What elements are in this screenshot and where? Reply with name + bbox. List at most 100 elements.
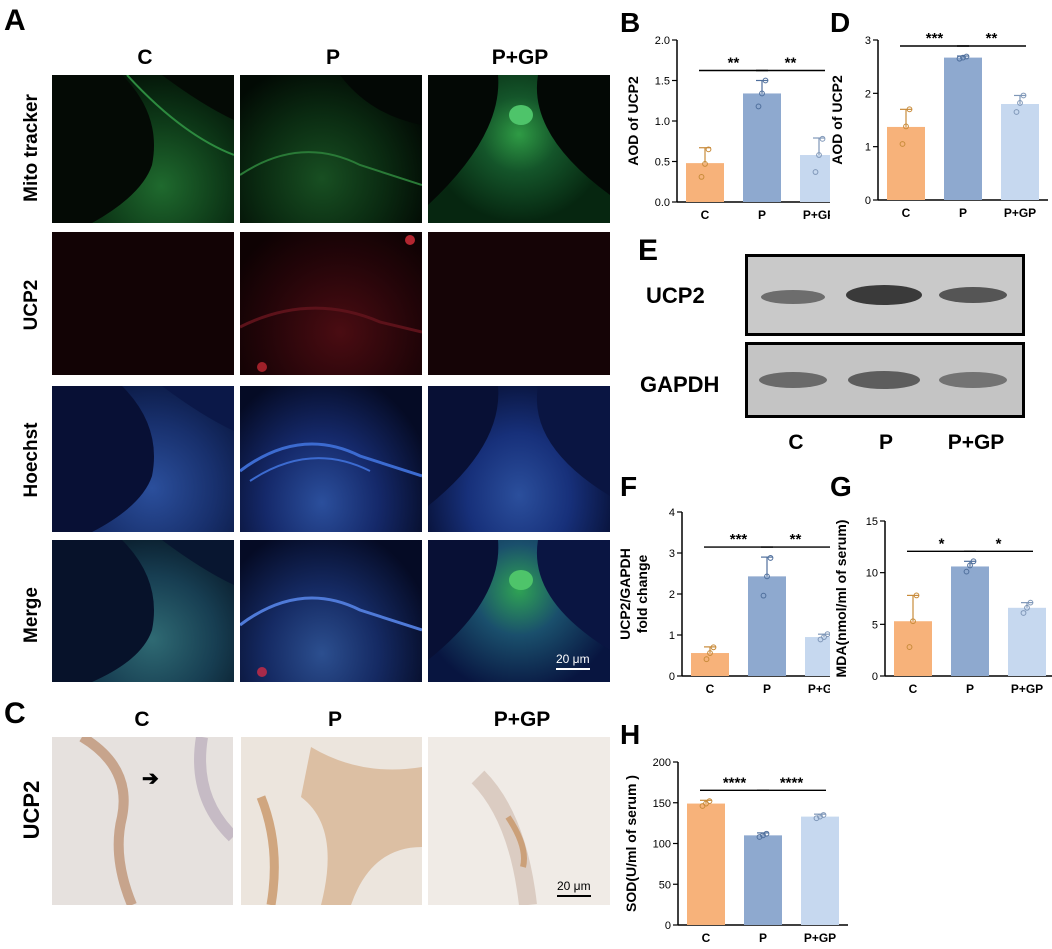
data-point	[970, 558, 977, 565]
panel-c-letter: C	[4, 697, 26, 730]
chart-g: G MDA(nmol/ml of serum) 0 5 10 15 C P P+GP * *	[830, 471, 1052, 696]
panel-a-row-merge: Merge	[21, 587, 42, 643]
data-point	[759, 90, 765, 97]
bar	[744, 835, 782, 925]
data-point	[1020, 610, 1027, 616]
x-tick-label: C	[701, 208, 710, 222]
data-point	[906, 106, 913, 113]
ihc-p	[241, 737, 422, 905]
panel-letter: G	[830, 471, 852, 502]
panel-letter: D	[830, 7, 850, 38]
y-axis-label: AOD of UCP2	[625, 76, 641, 166]
data-point	[1013, 109, 1020, 115]
data-point	[956, 55, 963, 62]
y-tick-label: 10	[866, 568, 878, 580]
y-tick-label: 3	[669, 548, 675, 560]
y-tick-label: 2.0	[655, 35, 670, 47]
micro-mito-pgp	[428, 75, 610, 223]
y-tick-label: 1.0	[655, 116, 670, 128]
data-point	[702, 161, 708, 167]
data-point	[760, 592, 767, 599]
chart-h: H SOD(U/ml of serum ) 0 50 100 150 200 C P P+GP **…	[620, 719, 848, 945]
panel-a-row-hoechst: Hoechst	[21, 422, 42, 498]
y-tick-label: 2	[865, 88, 871, 100]
y-tick-label: 0	[872, 671, 878, 683]
bar	[743, 93, 781, 202]
y-tick-label: 0.5	[655, 157, 670, 169]
bar	[800, 155, 830, 202]
micro-hoechst-c	[52, 386, 234, 532]
panel-a-letter: A	[4, 4, 26, 37]
x-tick-label: P+GP	[804, 931, 836, 945]
micro-merge-pgp	[428, 540, 610, 682]
bar	[944, 57, 982, 200]
x-tick-label: P+GP	[1004, 206, 1036, 220]
wb-gapdh-blot	[745, 342, 1025, 418]
data-point	[755, 103, 762, 110]
x-tick-label: P+GP	[803, 208, 830, 222]
panel-letter: F	[620, 471, 637, 502]
bar	[691, 653, 729, 676]
panel-a-col-c: C	[137, 46, 153, 69]
x-tick-label: C	[702, 931, 711, 945]
bar	[686, 163, 724, 202]
significance-label: ***	[926, 30, 944, 47]
panel-c-scale-bar	[557, 895, 591, 897]
panel-a-scale-bar	[556, 668, 590, 670]
y-tick-label: 1	[865, 142, 871, 154]
panel-c-col-p: P	[327, 708, 342, 731]
x-tick-label: P	[759, 931, 767, 945]
x-tick-label: C	[909, 682, 918, 696]
panel-c-col-pgp: P+GP	[493, 708, 551, 731]
data-point	[913, 592, 920, 599]
micro-hoechst-pgp	[428, 386, 610, 532]
data-point	[963, 53, 970, 60]
bar	[805, 637, 830, 676]
data-point	[910, 618, 916, 625]
panel-a-col-p: P	[325, 46, 340, 69]
significance-label: *	[939, 535, 945, 552]
data-point	[817, 813, 823, 820]
bar	[801, 816, 839, 925]
bar	[1001, 104, 1039, 200]
y-tick-label: 15	[866, 516, 878, 528]
ihc-pgp	[428, 737, 610, 905]
data-point	[706, 798, 713, 805]
micro-ucp2-p	[240, 232, 422, 375]
data-point	[705, 146, 712, 153]
y-tick-label: 100	[653, 839, 671, 851]
bar	[951, 566, 989, 676]
significance-label: *	[996, 535, 1002, 552]
y-tick-label: 1.5	[655, 76, 670, 88]
y-axis-label: AOD of UCP2	[830, 75, 845, 165]
panel-a-col-pgp: P+GP	[491, 46, 549, 69]
data-point	[963, 568, 970, 575]
bar	[1008, 607, 1046, 676]
data-point	[764, 573, 770, 580]
data-point	[820, 812, 827, 818]
y-tick-label: 3	[865, 35, 871, 47]
wb-label-ucp2: UCP2	[646, 283, 705, 308]
y-axis-label: UCP2/GAPDH	[620, 548, 633, 640]
svg-text:➔: ➔	[142, 768, 159, 790]
ihc-c: ➔	[52, 737, 233, 905]
data-point	[763, 830, 770, 837]
bar	[748, 576, 786, 676]
panel-e-letter: E	[638, 234, 659, 267]
x-tick-label: C	[706, 682, 715, 696]
data-point	[698, 173, 705, 180]
data-point	[816, 152, 822, 158]
data-point	[819, 135, 826, 142]
x-tick-label: P	[758, 208, 766, 222]
panel-a-row-ucp2: UCP2	[21, 279, 42, 331]
wb-label-gapdh: GAPDH	[640, 372, 720, 397]
y-tick-label: 0	[865, 195, 871, 207]
significance-label: **	[728, 55, 740, 72]
data-point	[899, 141, 906, 147]
y-tick-label: 0.0	[655, 197, 670, 209]
y-tick-label: 2	[669, 589, 675, 601]
data-point	[756, 834, 763, 840]
data-point	[1027, 599, 1034, 606]
y-tick-label: 1	[669, 630, 675, 642]
